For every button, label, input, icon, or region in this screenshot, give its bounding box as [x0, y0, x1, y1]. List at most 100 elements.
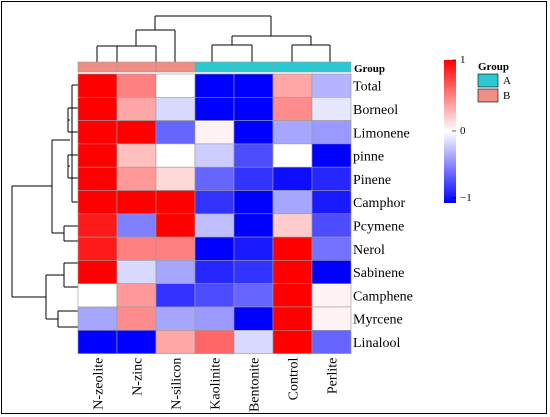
heatmap-cell [311, 190, 352, 215]
column-label: N-zeolite [92, 358, 107, 410]
heatmap-cell [116, 73, 157, 98]
heatmap-cell [155, 283, 196, 308]
heatmap-cell [155, 166, 196, 191]
heatmap-cell [311, 143, 352, 168]
group-legend-label: B [503, 90, 510, 102]
heatmap-cell [77, 236, 118, 261]
heatmap-cell [272, 190, 313, 215]
heatmap-cell [116, 283, 157, 308]
row-label: Camphene [353, 289, 413, 304]
heatmap-cell [272, 213, 313, 238]
heatmap-cell [77, 143, 118, 168]
row-label: Borneol [353, 103, 398, 118]
column-label: Bentonite [248, 358, 263, 412]
heatmap-cell [311, 329, 352, 354]
heatmap-cell [116, 143, 157, 168]
heatmap-cell [155, 306, 196, 331]
heatmap-cell [311, 236, 352, 261]
heatmap-cell [272, 306, 313, 331]
heatmap-cell [233, 190, 274, 215]
heatmap-cell [194, 166, 235, 191]
heatmap-cell [233, 166, 274, 191]
heatmap-cell [311, 283, 352, 308]
column-label: Control [287, 357, 302, 400]
column-label: N-silicon [170, 358, 185, 410]
heatmap-cell [233, 120, 274, 145]
heatmap-cell [155, 236, 196, 261]
heatmap-cell [77, 213, 118, 238]
heatmap-cell [77, 120, 118, 145]
group-legend: AB [477, 73, 511, 103]
heatmap-cell [311, 260, 352, 284]
heatmap-cell [155, 213, 196, 238]
heatmap-cell [233, 213, 274, 238]
group-annotation-cell [194, 61, 235, 73]
heatmap-cell [194, 213, 235, 238]
group-legend-swatch [477, 73, 499, 88]
group-annotation-cell [116, 61, 157, 73]
heatmap-cell [77, 166, 118, 191]
heatmap-cell [155, 143, 196, 168]
group-legend-title: Group [478, 61, 509, 73]
heatmap-cell [116, 236, 157, 261]
heatmap-cell [311, 120, 352, 145]
row-label: Myrcene [353, 313, 403, 328]
group-legend-label: A [503, 75, 511, 87]
heatmap-cell [77, 190, 118, 215]
heatmap-cell [272, 166, 313, 191]
row-dendrogram [11, 84, 79, 328]
heatmap-cell [233, 97, 274, 121]
heatmap-cell [155, 329, 196, 354]
heatmap-cell [233, 236, 274, 261]
row-label: pinne [353, 150, 384, 165]
column-label: Perlite [326, 358, 341, 395]
heatmap-cell [77, 306, 118, 331]
heatmap-cell [194, 190, 235, 215]
heatmap-cell [116, 166, 157, 191]
group-annotation-cell [233, 61, 274, 73]
heatmap-cell [272, 120, 313, 145]
group-annotation-bar [77, 61, 352, 73]
heatmap-cell [194, 143, 235, 168]
column-label: N-zinc [131, 358, 146, 396]
heatmap-cell [233, 329, 274, 354]
heatmap-cell [194, 283, 235, 308]
heatmap-cell [272, 283, 313, 308]
heatmap-cell [116, 190, 157, 215]
group-legend-swatch [477, 88, 499, 103]
column-labels: N-zeolite N-zinc N-silicon Kaolinite Bentoni… [92, 357, 341, 412]
heatmap-cell [233, 143, 274, 168]
group-annotation-cell [311, 61, 352, 73]
color-scale-ticks: 1 0 −1 [452, 54, 472, 204]
heatmap-cell [194, 236, 235, 261]
heatmap-cell [77, 97, 118, 121]
heatmap-cell [155, 120, 196, 145]
heatmap-cell [311, 213, 352, 238]
heatmap-cell [194, 329, 235, 354]
heatmap-cell [155, 190, 196, 215]
heatmap-cell [233, 283, 274, 308]
heatmap-cell [116, 97, 157, 121]
heatmap-cell [272, 236, 313, 261]
heatmap-cell [233, 306, 274, 331]
row-label: Sabinene [353, 266, 404, 281]
heatmap-cell [194, 97, 235, 121]
heatmap-cell [77, 260, 118, 284]
heatmap-cell [116, 120, 157, 145]
color-scale-tick-label: 0 [460, 125, 466, 137]
heatmap-cell [155, 260, 196, 284]
heatmap-cell [155, 73, 196, 98]
heatmap-cells [77, 73, 352, 354]
heatmap-cell [272, 97, 313, 121]
heatmap-cell [116, 260, 157, 284]
column-dendrogram [96, 15, 331, 62]
row-label: Pcymene [353, 219, 404, 234]
heatmap-cell [116, 329, 157, 354]
heatmap-cell [311, 97, 352, 121]
heatmap-cell [194, 260, 235, 284]
row-label: Camphor [353, 196, 405, 211]
color-scale-bar [444, 60, 456, 203]
heatmap-cell [116, 306, 157, 331]
